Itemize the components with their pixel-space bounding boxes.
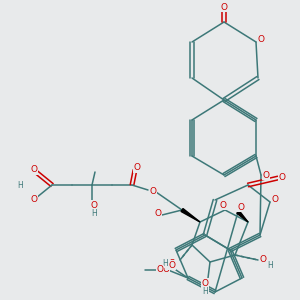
Text: O: O xyxy=(202,278,208,287)
Text: O: O xyxy=(31,196,38,205)
Text: O: O xyxy=(278,173,286,182)
Text: O: O xyxy=(272,196,278,205)
Text: H: H xyxy=(202,286,208,296)
Text: O: O xyxy=(169,259,176,268)
Text: O: O xyxy=(257,34,265,43)
Text: O: O xyxy=(260,256,266,265)
Text: O: O xyxy=(31,166,38,175)
Text: H: H xyxy=(91,208,97,217)
Polygon shape xyxy=(181,208,200,222)
Text: O: O xyxy=(163,266,170,274)
Text: O: O xyxy=(262,170,269,179)
Text: O: O xyxy=(149,188,157,196)
Text: O: O xyxy=(220,2,227,11)
Text: O: O xyxy=(91,200,98,209)
Polygon shape xyxy=(237,211,248,222)
Text: O: O xyxy=(134,164,140,172)
Text: H: H xyxy=(162,259,168,268)
Text: O: O xyxy=(238,202,244,211)
Text: O: O xyxy=(157,266,164,274)
Text: H: H xyxy=(17,181,23,190)
Text: O: O xyxy=(169,260,176,269)
Text: O: O xyxy=(220,200,226,209)
Text: H: H xyxy=(267,260,273,269)
Text: O: O xyxy=(154,208,161,217)
